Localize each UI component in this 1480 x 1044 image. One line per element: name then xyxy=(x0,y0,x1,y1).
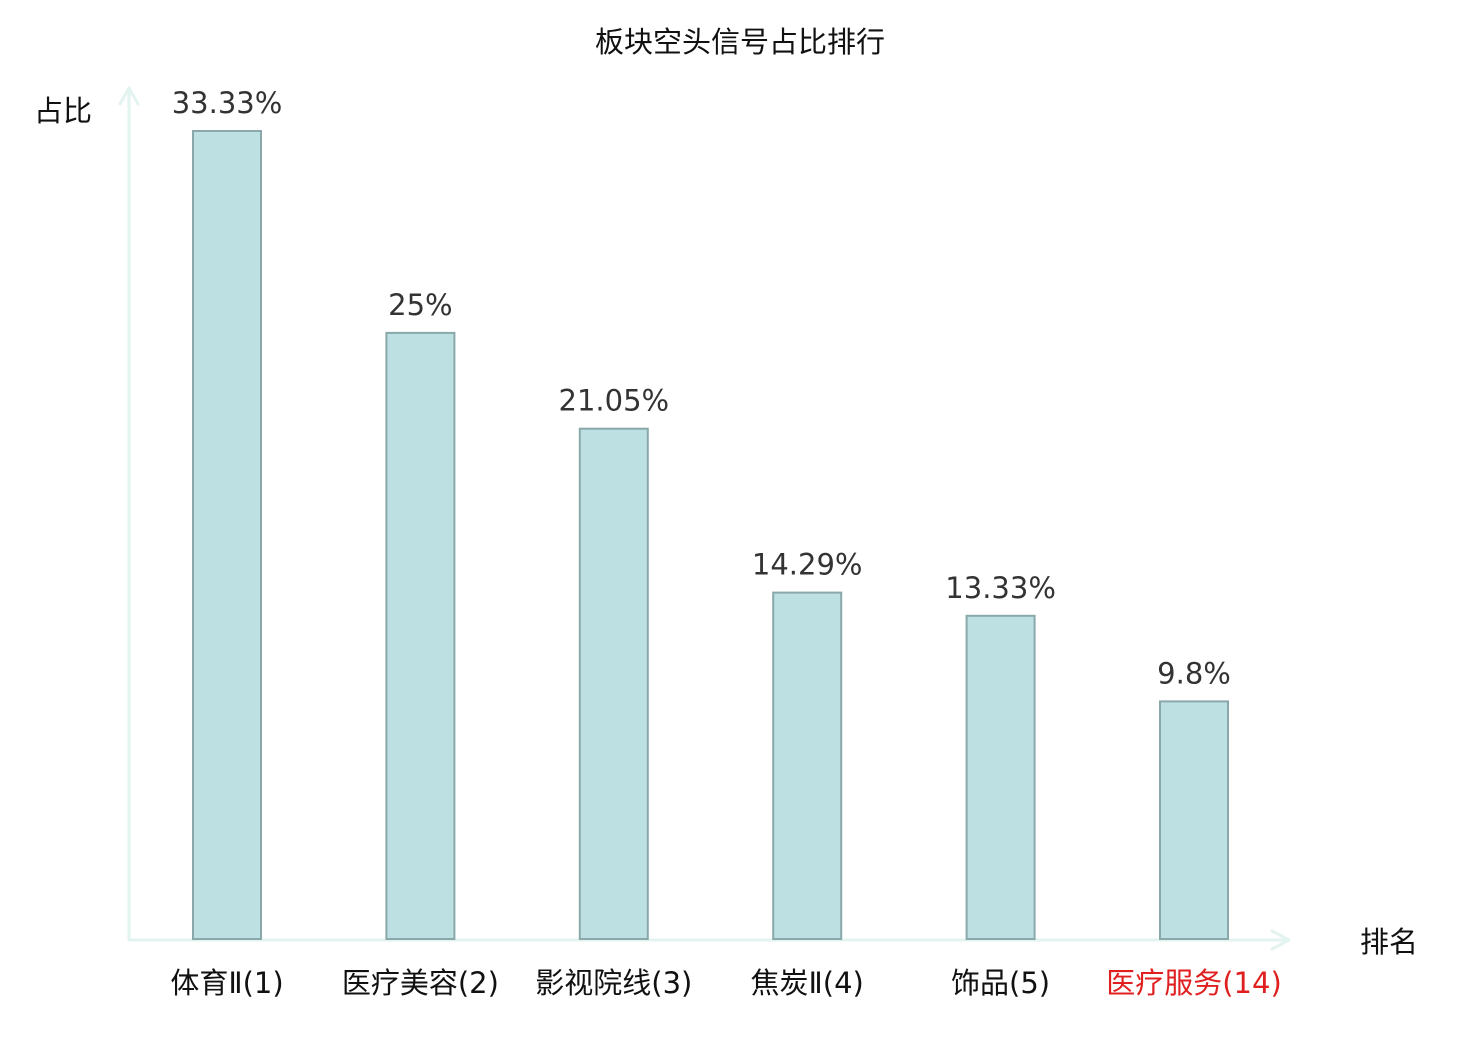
x-axis-label: 排名 xyxy=(1360,925,1418,959)
y-axis-arrow xyxy=(118,86,140,106)
bar-value-label-5: 13.33% xyxy=(945,571,1056,605)
bar-value-label-3: 21.05% xyxy=(559,384,670,418)
category-labels: 体育Ⅱ(1) 医疗美容(2) 影视院线(3) 焦炭Ⅱ(4) 饰品(5) 医疗服务(14) xyxy=(170,966,1281,1000)
category-label-6: 医疗服务(14) xyxy=(1106,966,1282,1000)
category-label-4: 焦炭Ⅱ(4) xyxy=(751,966,864,1000)
y-axis-label: 占比 xyxy=(34,94,92,128)
bar-3 xyxy=(578,427,649,940)
category-label-5: 饰品(5) xyxy=(951,966,1050,1000)
bar-value-label-6: 9.8% xyxy=(1157,656,1231,690)
bar-value-label-2: 25% xyxy=(388,288,452,322)
x-axis-arrow xyxy=(1270,929,1291,951)
value-labels: 33.33% 25% 21.05% 14.29% 13.33% 9.8% xyxy=(172,86,1231,690)
bar-value-label-4: 14.29% xyxy=(752,548,863,582)
bar-1 xyxy=(192,130,262,940)
bar-value-label-1: 33.33% xyxy=(172,86,283,120)
category-label-1: 体育Ⅱ(1) xyxy=(170,966,283,1000)
chart-title: 板块空头信号占比排行 xyxy=(595,25,885,59)
bar-6 xyxy=(1159,700,1229,941)
category-label-2: 医疗美容(2) xyxy=(342,966,499,1000)
category-label-3: 影视院线(3) xyxy=(535,966,692,1000)
bar-5 xyxy=(965,614,1036,940)
bar-2 xyxy=(385,331,456,940)
bars xyxy=(192,130,1229,941)
axes xyxy=(118,86,1291,951)
bar-4 xyxy=(772,591,843,940)
